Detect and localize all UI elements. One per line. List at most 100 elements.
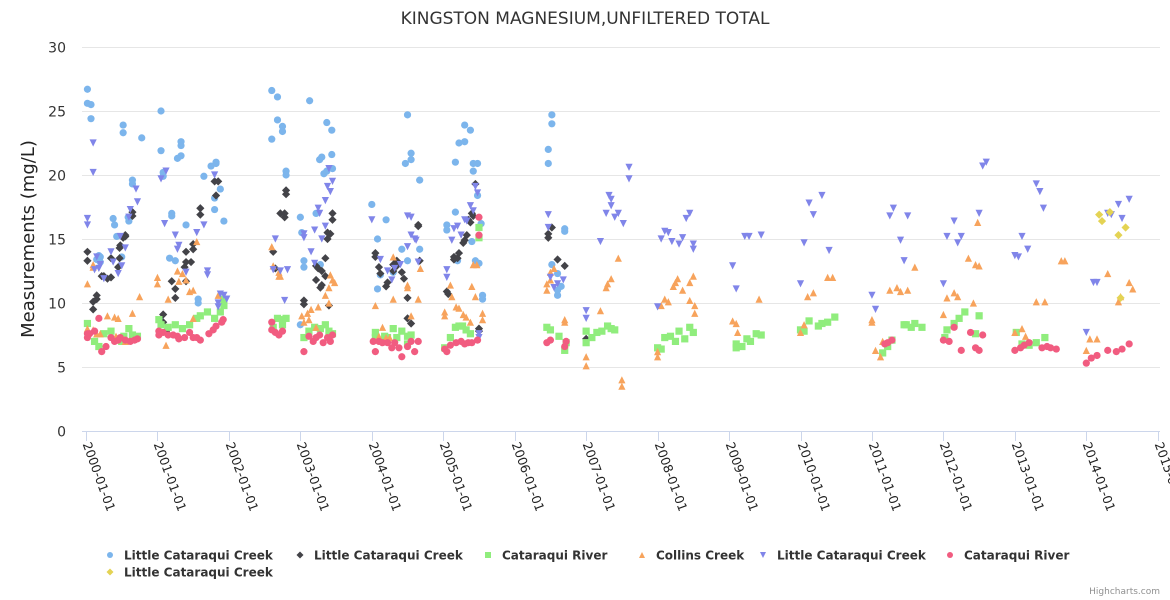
data-point[interactable] [689, 328, 697, 337]
data-point[interactable] [544, 223, 552, 232]
legend-symbol-icon[interactable] [947, 552, 953, 558]
data-point[interactable] [979, 331, 987, 339]
data-point[interactable] [282, 314, 290, 322]
data-point[interactable] [325, 165, 333, 173]
data-point[interactable] [596, 237, 605, 246]
legend-item[interactable]: Cataraqui River [947, 549, 1069, 563]
data-point[interactable] [211, 171, 219, 179]
data-point[interactable] [271, 235, 279, 243]
data-point[interactable] [907, 323, 915, 331]
data-point[interactable] [416, 176, 424, 184]
data-point[interactable] [320, 170, 328, 178]
data-point[interactable] [671, 278, 680, 287]
data-point[interactable] [954, 293, 962, 301]
data-point[interactable] [369, 337, 377, 345]
data-point[interactable] [1129, 285, 1137, 293]
data-point[interactable] [312, 323, 320, 331]
data-point[interactable] [416, 245, 424, 253]
data-point[interactable] [281, 186, 291, 195]
data-point[interactable] [403, 314, 412, 323]
data-point[interactable] [171, 284, 180, 294]
data-point[interactable] [296, 213, 304, 221]
data-point[interactable] [886, 212, 894, 220]
data-point[interactable] [950, 217, 958, 225]
data-point[interactable] [443, 221, 451, 229]
data-point[interactable] [326, 229, 335, 238]
data-point[interactable] [543, 286, 551, 294]
data-point[interactable] [448, 293, 456, 301]
data-point[interactable] [824, 318, 832, 326]
data-point[interactable] [414, 258, 422, 266]
data-point[interactable] [300, 234, 308, 242]
data-point[interactable] [450, 225, 458, 233]
data-point[interactable] [582, 327, 590, 335]
data-point[interactable] [1095, 210, 1104, 219]
data-point[interactable] [1104, 346, 1112, 354]
data-point[interactable] [162, 341, 170, 349]
data-point[interactable] [625, 175, 633, 183]
data-point[interactable] [381, 282, 391, 291]
data-point[interactable] [918, 323, 926, 331]
data-point[interactable] [582, 353, 590, 361]
data-point[interactable] [321, 254, 330, 263]
data-point[interactable] [582, 339, 590, 347]
data-point[interactable] [125, 325, 133, 333]
data-point[interactable] [316, 325, 324, 333]
data-point[interactable] [368, 200, 376, 209]
data-point[interactable] [686, 296, 694, 305]
data-point[interactable] [203, 267, 212, 275]
data-point[interactable] [220, 291, 228, 299]
data-point[interactable] [682, 214, 690, 223]
data-point[interactable] [321, 291, 329, 299]
data-point[interactable] [162, 167, 170, 175]
data-point[interactable] [466, 330, 475, 338]
data-point[interactable] [602, 209, 610, 217]
data-point[interactable] [475, 223, 483, 232]
data-point[interactable] [732, 344, 740, 352]
data-point[interactable] [1041, 298, 1049, 306]
data-point[interactable] [87, 115, 95, 123]
data-point[interactable] [186, 321, 194, 329]
data-point[interactable] [414, 337, 422, 345]
data-point[interactable] [118, 262, 126, 270]
data-point[interactable] [961, 308, 969, 316]
data-point[interactable] [559, 276, 567, 284]
data-point[interactable] [468, 237, 476, 246]
data-point[interactable] [441, 312, 449, 320]
data-point[interactable] [214, 291, 222, 299]
data-point[interactable] [607, 202, 615, 210]
data-point[interactable] [220, 295, 228, 303]
data-point[interactable] [186, 328, 194, 337]
data-point[interactable] [283, 266, 292, 274]
data-point[interactable] [689, 245, 697, 253]
data-point[interactable] [1114, 200, 1123, 209]
data-point[interactable] [314, 204, 322, 212]
data-point[interactable] [155, 316, 163, 324]
data-point[interactable] [1125, 278, 1133, 287]
data-point[interactable] [414, 295, 422, 303]
data-point[interactable] [466, 318, 475, 326]
data-point[interactable] [1104, 269, 1112, 278]
data-point[interactable] [116, 232, 124, 241]
data-point[interactable] [378, 339, 387, 347]
data-point[interactable] [398, 327, 406, 335]
data-point[interactable] [100, 275, 108, 283]
data-point[interactable] [619, 220, 627, 228]
data-point[interactable] [383, 267, 392, 275]
data-point[interactable] [1116, 293, 1125, 302]
data-point[interactable] [466, 126, 475, 134]
data-point[interactable] [300, 263, 308, 271]
data-point[interactable] [189, 286, 197, 294]
data-point[interactable] [164, 331, 172, 339]
data-point[interactable] [328, 126, 336, 134]
data-point[interactable] [605, 191, 613, 200]
data-point[interactable] [1025, 339, 1033, 347]
data-point[interactable] [135, 293, 144, 301]
data-point[interactable] [593, 328, 601, 337]
data-point[interactable] [273, 116, 282, 124]
data-point[interactable] [168, 209, 176, 217]
data-point[interactable] [268, 243, 276, 251]
data-point[interactable] [463, 217, 471, 225]
data-point[interactable] [904, 212, 912, 220]
data-point[interactable] [824, 273, 832, 281]
